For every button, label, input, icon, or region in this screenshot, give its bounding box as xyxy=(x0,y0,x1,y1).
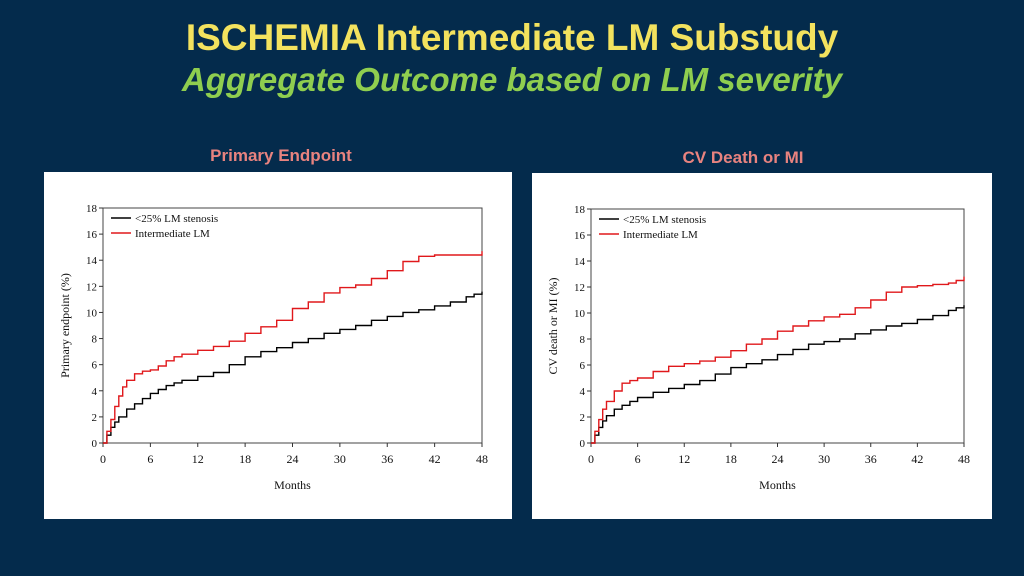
x-tick-label: 18 xyxy=(239,452,251,466)
x-axis-label: Months xyxy=(759,478,796,492)
plot-frame xyxy=(102,207,483,444)
primary-endpoint-chart-panel: 0 2 4 6 8 10 12 14 16 18 0 6 12 18 24 30 36 42 48 Months Pri… xyxy=(44,172,512,519)
x-tick-label: 12 xyxy=(678,452,690,466)
y-tick-label: 18 xyxy=(86,203,98,215)
legend-label: Intermediate LM xyxy=(135,228,210,240)
y-tick-label: 12 xyxy=(86,281,97,293)
x-tick-label: 36 xyxy=(865,452,877,466)
y-tick-label: 2 xyxy=(92,412,98,424)
y-tick-label: 6 xyxy=(92,360,98,372)
x-tick-label: 42 xyxy=(911,452,923,466)
y-tick-label: 4 xyxy=(92,386,98,398)
x-tick-label: 24 xyxy=(772,452,784,466)
y-tick-label: 8 xyxy=(580,334,586,346)
left-panel-title: Primary Endpoint xyxy=(210,146,352,165)
slide-subtitle: Aggregate Outcome based on LM severity xyxy=(181,61,843,98)
x-tick-label: 42 xyxy=(429,452,441,466)
y-tick-label: 12 xyxy=(574,282,585,294)
x-tick-label: 12 xyxy=(192,452,204,466)
x-tick-label: 30 xyxy=(818,452,830,466)
x-tick-label: 24 xyxy=(287,452,299,466)
y-tick-label: 4 xyxy=(580,386,586,398)
series-line-low-stenosis xyxy=(103,291,483,444)
y-tick-label: 18 xyxy=(574,204,586,216)
y-tick-label: 14 xyxy=(86,255,98,267)
x-tick-label: 0 xyxy=(588,452,594,466)
y-tick-label: 16 xyxy=(86,229,98,241)
legend-label: <25% LM stenosis xyxy=(623,214,706,226)
y-tick-label: 0 xyxy=(92,438,98,450)
y-tick-label: 16 xyxy=(574,230,586,242)
x-tick-label: 18 xyxy=(725,452,737,466)
x-tick-label: 48 xyxy=(476,452,488,466)
x-tick-label: 36 xyxy=(381,452,393,466)
series-line-intermediate-lm xyxy=(103,251,483,444)
y-axis-label: CV death or MI (%) xyxy=(546,277,560,374)
x-tick-label: 30 xyxy=(334,452,346,466)
y-tick-label: 14 xyxy=(574,256,586,268)
y-tick-label: 10 xyxy=(574,308,586,320)
x-axis-label: Months xyxy=(274,478,311,492)
y-tick-label: 10 xyxy=(86,307,98,319)
slide-title: ISCHEMIA Intermediate LM Substudy xyxy=(185,17,839,58)
x-tick-label: 0 xyxy=(100,452,106,466)
series-line-low-stenosis xyxy=(591,305,965,444)
series-line-intermediate-lm xyxy=(591,276,965,444)
y-axis-label: Primary endpoint (%) xyxy=(58,273,72,378)
x-tick-label: 6 xyxy=(635,452,641,466)
x-tick-label: 6 xyxy=(147,452,153,466)
y-tick-label: 2 xyxy=(580,412,586,424)
y-tick-label: 0 xyxy=(580,438,586,450)
y-tick-label: 8 xyxy=(92,334,98,346)
x-tick-label: 48 xyxy=(958,452,970,466)
cv-death-mi-chart-panel: 0 2 4 6 8 10 12 14 16 18 0 6 12 18 24 30 36 42 48 Months CV … xyxy=(532,173,992,519)
right-panel-title: CV Death or MI xyxy=(682,148,804,167)
y-tick-label: 6 xyxy=(580,360,586,372)
legend-label: <25% LM stenosis xyxy=(135,213,218,225)
legend-label: Intermediate LM xyxy=(623,229,698,241)
plot-frame xyxy=(590,208,965,444)
